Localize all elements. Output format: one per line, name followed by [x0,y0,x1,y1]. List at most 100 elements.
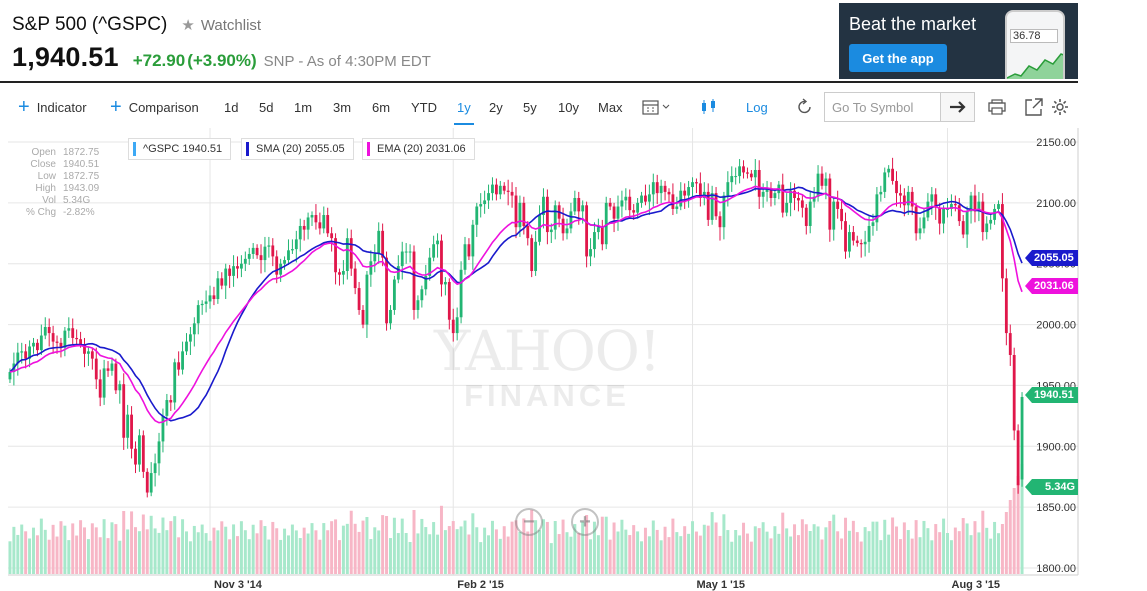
indicator-button[interactable]: + Indicator [18,86,87,128]
candle-body [188,334,192,342]
candle-body [997,204,1000,209]
calendar-dropdown[interactable] [642,86,670,128]
reset-button[interactable] [796,86,814,128]
candle-body [385,257,388,324]
volume-bar [490,520,494,574]
volume-bar [506,536,510,574]
range-max[interactable]: Max [598,99,623,115]
volume-bar [526,531,530,574]
legend-label: EMA (20) 2031.06 [377,143,466,155]
volume-bar [396,533,400,574]
legend-item[interactable]: SMA (20) 2055.05 [241,138,354,160]
volume-bar [749,541,753,574]
range-5y[interactable]: 5y [523,99,537,115]
as-of-time: SNP - As of 4:30PM EDT [263,53,431,70]
candle-body [797,197,800,201]
candle-body [714,193,718,217]
price-change-percent: (+3.90%) [187,51,257,70]
x-tick-label: Aug 3 '15 [952,579,1000,591]
candle-body [459,269,463,318]
range-ytd[interactable]: YTD [411,99,437,115]
candle-body [255,247,259,256]
volume-bar [90,523,94,574]
zoom-out-button[interactable]: − [515,508,543,536]
candle-body [934,194,938,208]
candle-body [271,245,275,257]
ohlc-row: Close 1940.51 [22,159,99,171]
candlestick-series [8,157,1024,498]
volume-bar [385,516,389,574]
price-chart[interactable]: 2150.002100.002050.002000.001950.001900.… [0,128,1147,591]
candle-body [887,168,891,173]
volume-bar [110,522,114,574]
range-1d[interactable]: 1d [224,99,239,115]
settings-button[interactable] [1050,86,1070,128]
ema-value-badge: 2031.06 [1025,278,1078,294]
legend-label: SMA (20) 2055.05 [256,143,345,155]
range-1m[interactable]: 1m [294,99,313,115]
volume-badge: 5.34G [1025,479,1078,495]
range-10y[interactable]: 10y [558,99,579,115]
volume-bar [388,538,392,574]
app-ad-banner[interactable]: Beat the market Get the app 36.78 [839,3,1078,79]
candle-body [318,222,322,229]
fullscreen-button[interactable] [1024,86,1044,128]
range-2y[interactable]: 2y [489,99,503,115]
ohlc-value: 1943.09 [63,183,100,194]
candle-body [440,240,443,285]
volume-bar [698,535,702,574]
volume-bar [188,541,192,574]
volume-bar [683,526,687,574]
range-6m[interactable]: 6m [372,99,391,115]
candle-body [487,193,490,201]
y-tick-label: 1850.00 [1036,502,1076,514]
ohlc-key: Vol [42,195,56,206]
volume-bar [133,527,137,574]
volume-bar [251,524,255,574]
comparison-button[interactable]: + Comparison [110,86,199,128]
candle-body [840,208,844,222]
candle-body [455,317,459,334]
volume-bar [636,531,640,574]
volume-bar [522,518,526,574]
print-button[interactable] [987,86,1007,128]
legend-item[interactable]: ^GSPC 1940.51 [128,138,232,160]
range-5d[interactable]: 5d [259,99,274,115]
volume-bar [573,524,577,574]
candle-body [922,217,926,229]
volume-bar [804,524,808,574]
volume-bar [569,536,573,574]
candle-body [416,300,420,310]
legend-item[interactable]: EMA (20) 2031.06 [362,138,475,160]
go-to-symbol-input[interactable] [824,92,941,122]
volume-bar [518,532,522,574]
candle-body [1004,278,1008,334]
candlestick-type-button[interactable] [700,86,718,128]
candle-body [98,379,102,398]
go-to-symbol-button[interactable] [940,92,975,122]
volume-bar [777,533,781,574]
volume-bar [298,538,302,574]
zoom-in-button[interactable]: + [571,508,599,536]
volume-bar [357,531,361,574]
log-scale-toggle[interactable]: Log [746,99,768,115]
volume-bar [59,521,63,574]
volume-bar [997,533,1000,574]
y-tick-label: 1900.00 [1036,441,1076,453]
candle-body [357,288,361,310]
candle-body [94,358,98,380]
candle-body [640,195,643,203]
volume-bar [192,525,196,574]
get-app-button[interactable]: Get the app [849,44,947,72]
candle-body [141,435,145,472]
volume-bar [471,513,475,574]
volume-bar [800,519,804,574]
range-3m[interactable]: 3m [333,99,352,115]
watchlist-button[interactable]: ★ Watchlist [181,16,261,35]
candle-body [596,227,600,233]
candle-body [624,196,628,201]
candle-body [726,182,730,196]
volume-bar [981,510,985,574]
range-1y[interactable]: 1y [454,86,474,128]
volume-bar [20,524,24,574]
